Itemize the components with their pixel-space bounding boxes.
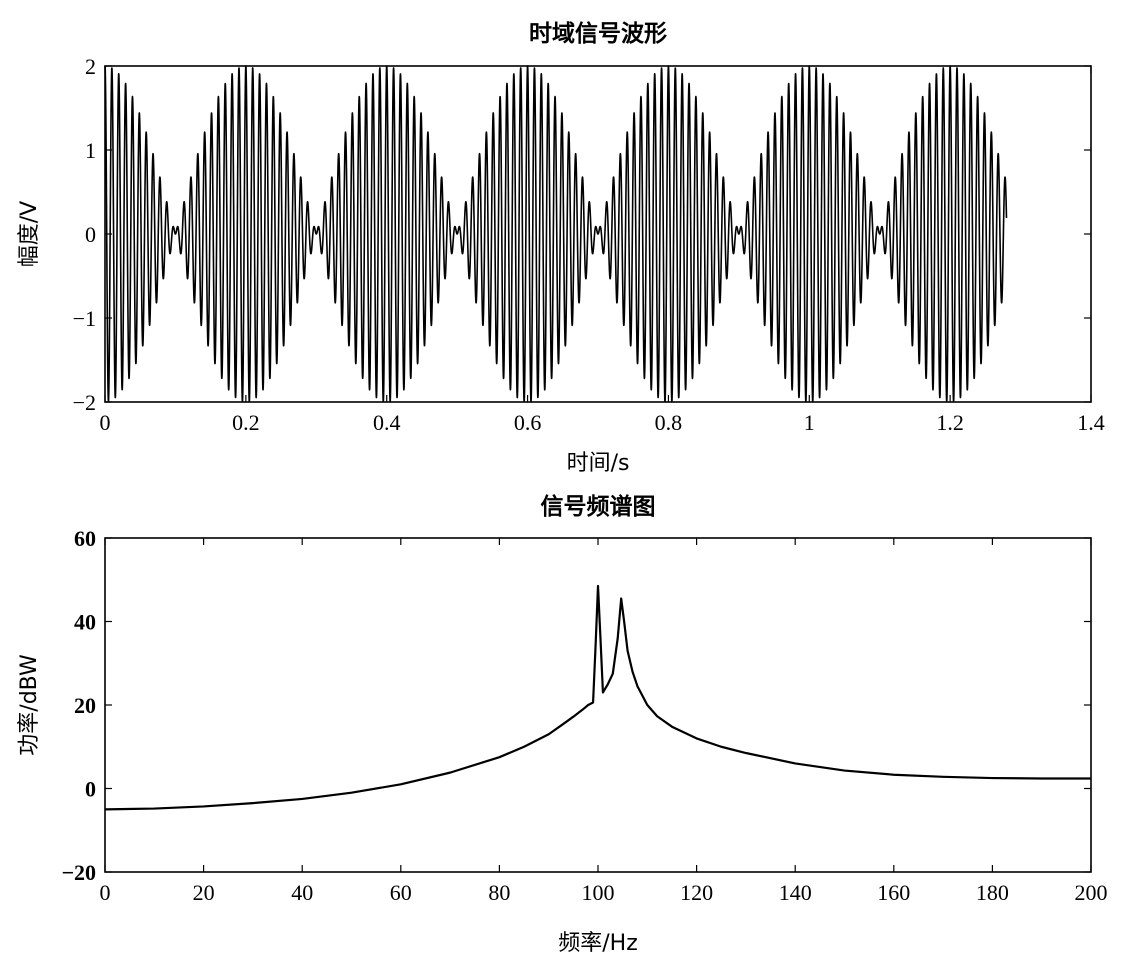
- x-tick-label: 1: [804, 410, 815, 435]
- time-chart-xlabel: 时间/s: [567, 451, 630, 476]
- y-tick-label: −2: [73, 390, 96, 415]
- x-tick-label: 0.4: [373, 410, 401, 435]
- x-tick-label: 0.8: [655, 410, 683, 435]
- x-tick-label: 60: [390, 880, 412, 905]
- x-tick-label: 0.2: [232, 410, 260, 435]
- time-chart-ticks: 0 0.2 0.4 0.6 0.8 1 1.2 1.4 2 1 0 −1 −2: [73, 54, 1105, 435]
- x-tick-label: 0: [100, 880, 111, 905]
- y-tick-label: 60: [74, 526, 96, 551]
- x-tick-label: 120: [680, 880, 713, 905]
- x-tick-label: 160: [877, 880, 910, 905]
- y-tick-label: 2: [85, 54, 96, 79]
- y-tick-label: 20: [74, 693, 96, 718]
- spectrum-line: [104, 584, 1091, 811]
- spectrum-chart-title: 信号频谱图: [541, 493, 656, 520]
- x-tick-label: 0.6: [514, 410, 542, 435]
- y-tick-label: −20: [61, 860, 96, 885]
- x-tick-label: 20: [193, 880, 215, 905]
- time-signal-line: [104, 65, 1008, 403]
- spectrum-chart-series: [104, 584, 1091, 811]
- x-tick-label: 40: [291, 880, 313, 905]
- x-tick-label: 80: [488, 880, 510, 905]
- x-tick-label: 0: [100, 410, 111, 435]
- spectrum-chart: 信号频谱图 0 20 40 60 80 100 120 140 160 180 2006040200…: [17, 493, 1108, 956]
- time-chart-title: 时域信号波形: [529, 20, 667, 47]
- x-tick-label: 1.2: [936, 410, 964, 435]
- spectrum-chart-ylabel: 功率/dBW: [17, 654, 42, 756]
- x-tick-label: 140: [779, 880, 812, 905]
- y-tick-label: 40: [74, 610, 96, 635]
- y-tick-label: 1: [85, 138, 96, 163]
- spectrum-chart-xlabel: 频率/Hz: [558, 931, 638, 956]
- y-tick-label: 0: [85, 777, 96, 802]
- y-tick-label: −1: [73, 306, 96, 331]
- x-tick-label: 100: [582, 880, 615, 905]
- time-chart-series: [104, 65, 1008, 403]
- x-tick-label: 1.4: [1077, 410, 1105, 435]
- x-tick-label: 200: [1075, 880, 1108, 905]
- time-chart-ylabel: 幅度/V: [17, 201, 42, 267]
- y-tick-label: 0: [85, 222, 96, 247]
- x-tick-label: 180: [976, 880, 1009, 905]
